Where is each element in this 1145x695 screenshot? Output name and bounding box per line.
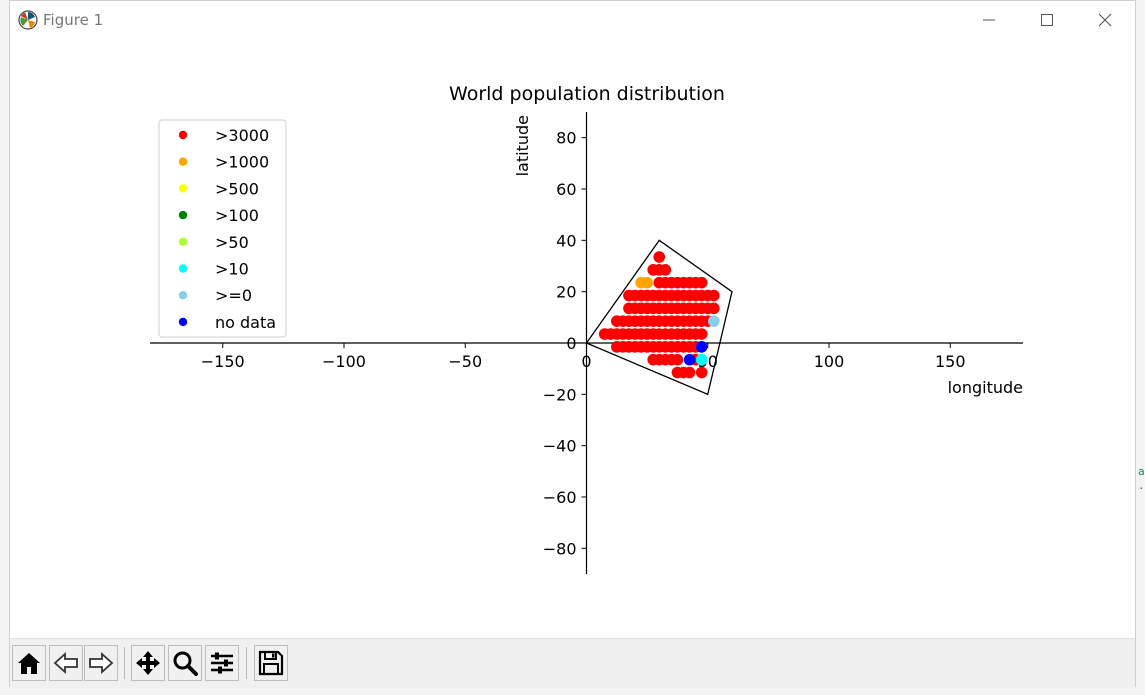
x-tick-label: 150 — [935, 352, 966, 371]
y-tick-label: 60 — [556, 180, 576, 199]
legend-marker — [178, 130, 188, 140]
data-point — [659, 264, 672, 276]
window-title: Figure 1 — [43, 11, 104, 29]
forward-arrow-icon — [89, 651, 114, 675]
x-tick-label: −100 — [322, 352, 366, 371]
minimize-button[interactable] — [960, 1, 1018, 39]
scatter-plot[interactable]: World population distribution −150 −100 −5… — [10, 39, 1135, 638]
close-button[interactable] — [1076, 1, 1134, 39]
minimize-icon — [983, 19, 995, 21]
legend-marker — [178, 184, 188, 193]
floppy-disk-icon — [258, 650, 284, 676]
data-point — [708, 315, 720, 327]
x-tick-label: 0 — [581, 352, 591, 371]
zoom-button[interactable] — [168, 645, 202, 681]
region-outline — [585, 239, 733, 396]
legend: >3000 >1000 >500 >100 >50 >10 >=0 no data — [158, 119, 287, 338]
legend-label: >1000 — [215, 153, 269, 172]
x-axis-label: longitude — [948, 378, 1023, 397]
y-tick-label: −40 — [543, 437, 577, 456]
close-icon — [1098, 13, 1112, 27]
x-tick-label: 100 — [814, 352, 845, 371]
y-axis-label: latitude — [513, 115, 532, 176]
background-glyph: a — [1138, 465, 1145, 478]
home-icon — [18, 653, 40, 674]
legend-marker — [178, 317, 188, 327]
data-point — [695, 366, 708, 379]
legend-marker — [178, 157, 188, 166]
y-tick-label: 40 — [556, 231, 576, 250]
data-point — [683, 366, 696, 379]
data-points — [598, 251, 720, 379]
pan-button[interactable] — [131, 645, 165, 681]
legend-marker — [178, 264, 188, 273]
forward-button[interactable] — [84, 645, 118, 681]
legend-label: >500 — [215, 179, 259, 198]
data-point — [671, 353, 684, 366]
maximize-button[interactable] — [1018, 1, 1076, 39]
toolbar-separator — [124, 647, 125, 679]
data-point — [653, 251, 666, 263]
x-tick-label: −50 — [448, 352, 482, 371]
legend-label: >10 — [215, 260, 249, 279]
x-tick-label: −150 — [201, 352, 245, 371]
save-button[interactable] — [254, 645, 288, 681]
y-tick-label: 0 — [566, 334, 576, 353]
y-tick-label: −20 — [543, 385, 577, 404]
data-point — [683, 353, 696, 366]
region-outline-path — [585, 239, 733, 396]
figure-canvas[interactable]: World population distribution −150 −100 −5… — [10, 39, 1135, 638]
legend-label: >=0 — [215, 286, 252, 305]
legend-box — [158, 119, 287, 338]
legend-marker — [178, 291, 188, 300]
toolbar-separator — [246, 647, 247, 679]
data-point — [708, 302, 720, 315]
figure-window: Figure 1 World population distribution −… — [9, 0, 1136, 688]
magnifier-icon — [173, 651, 198, 676]
data-point — [641, 276, 653, 289]
chart-title: World population distribution — [449, 83, 725, 105]
home-button[interactable] — [12, 645, 46, 681]
configure-subplots-button[interactable] — [205, 645, 239, 681]
axes: −150 −100 −50 0 50 100 150−80−60−40−2002040608… — [150, 112, 1023, 574]
title-bar[interactable]: Figure 1 — [10, 1, 1135, 39]
y-tick-label: 80 — [556, 129, 576, 148]
y-tick-label: −60 — [543, 488, 577, 507]
legend-label: no data — [215, 313, 276, 332]
legend-label: >50 — [215, 233, 249, 252]
back-arrow-icon — [53, 651, 78, 675]
move-icon — [136, 651, 160, 675]
legend-marker — [178, 237, 188, 246]
legend-label: >100 — [215, 206, 259, 225]
maximize-icon — [1041, 14, 1053, 26]
background-window-fragment: a . — [1138, 465, 1145, 493]
sliders-icon — [211, 652, 233, 674]
data-point — [695, 276, 708, 289]
y-tick-label: −80 — [543, 539, 577, 558]
matplotlib-logo-icon — [18, 10, 38, 30]
data-point — [708, 289, 720, 302]
y-tick-label: 20 — [556, 283, 576, 302]
legend-marker — [178, 210, 188, 220]
background-glyph: . — [1138, 479, 1145, 492]
data-point — [695, 328, 708, 340]
back-button[interactable] — [49, 645, 83, 681]
data-point — [695, 353, 708, 366]
data-point — [695, 341, 708, 353]
legend-label: >3000 — [215, 126, 269, 145]
navigation-toolbar — [10, 638, 1135, 688]
